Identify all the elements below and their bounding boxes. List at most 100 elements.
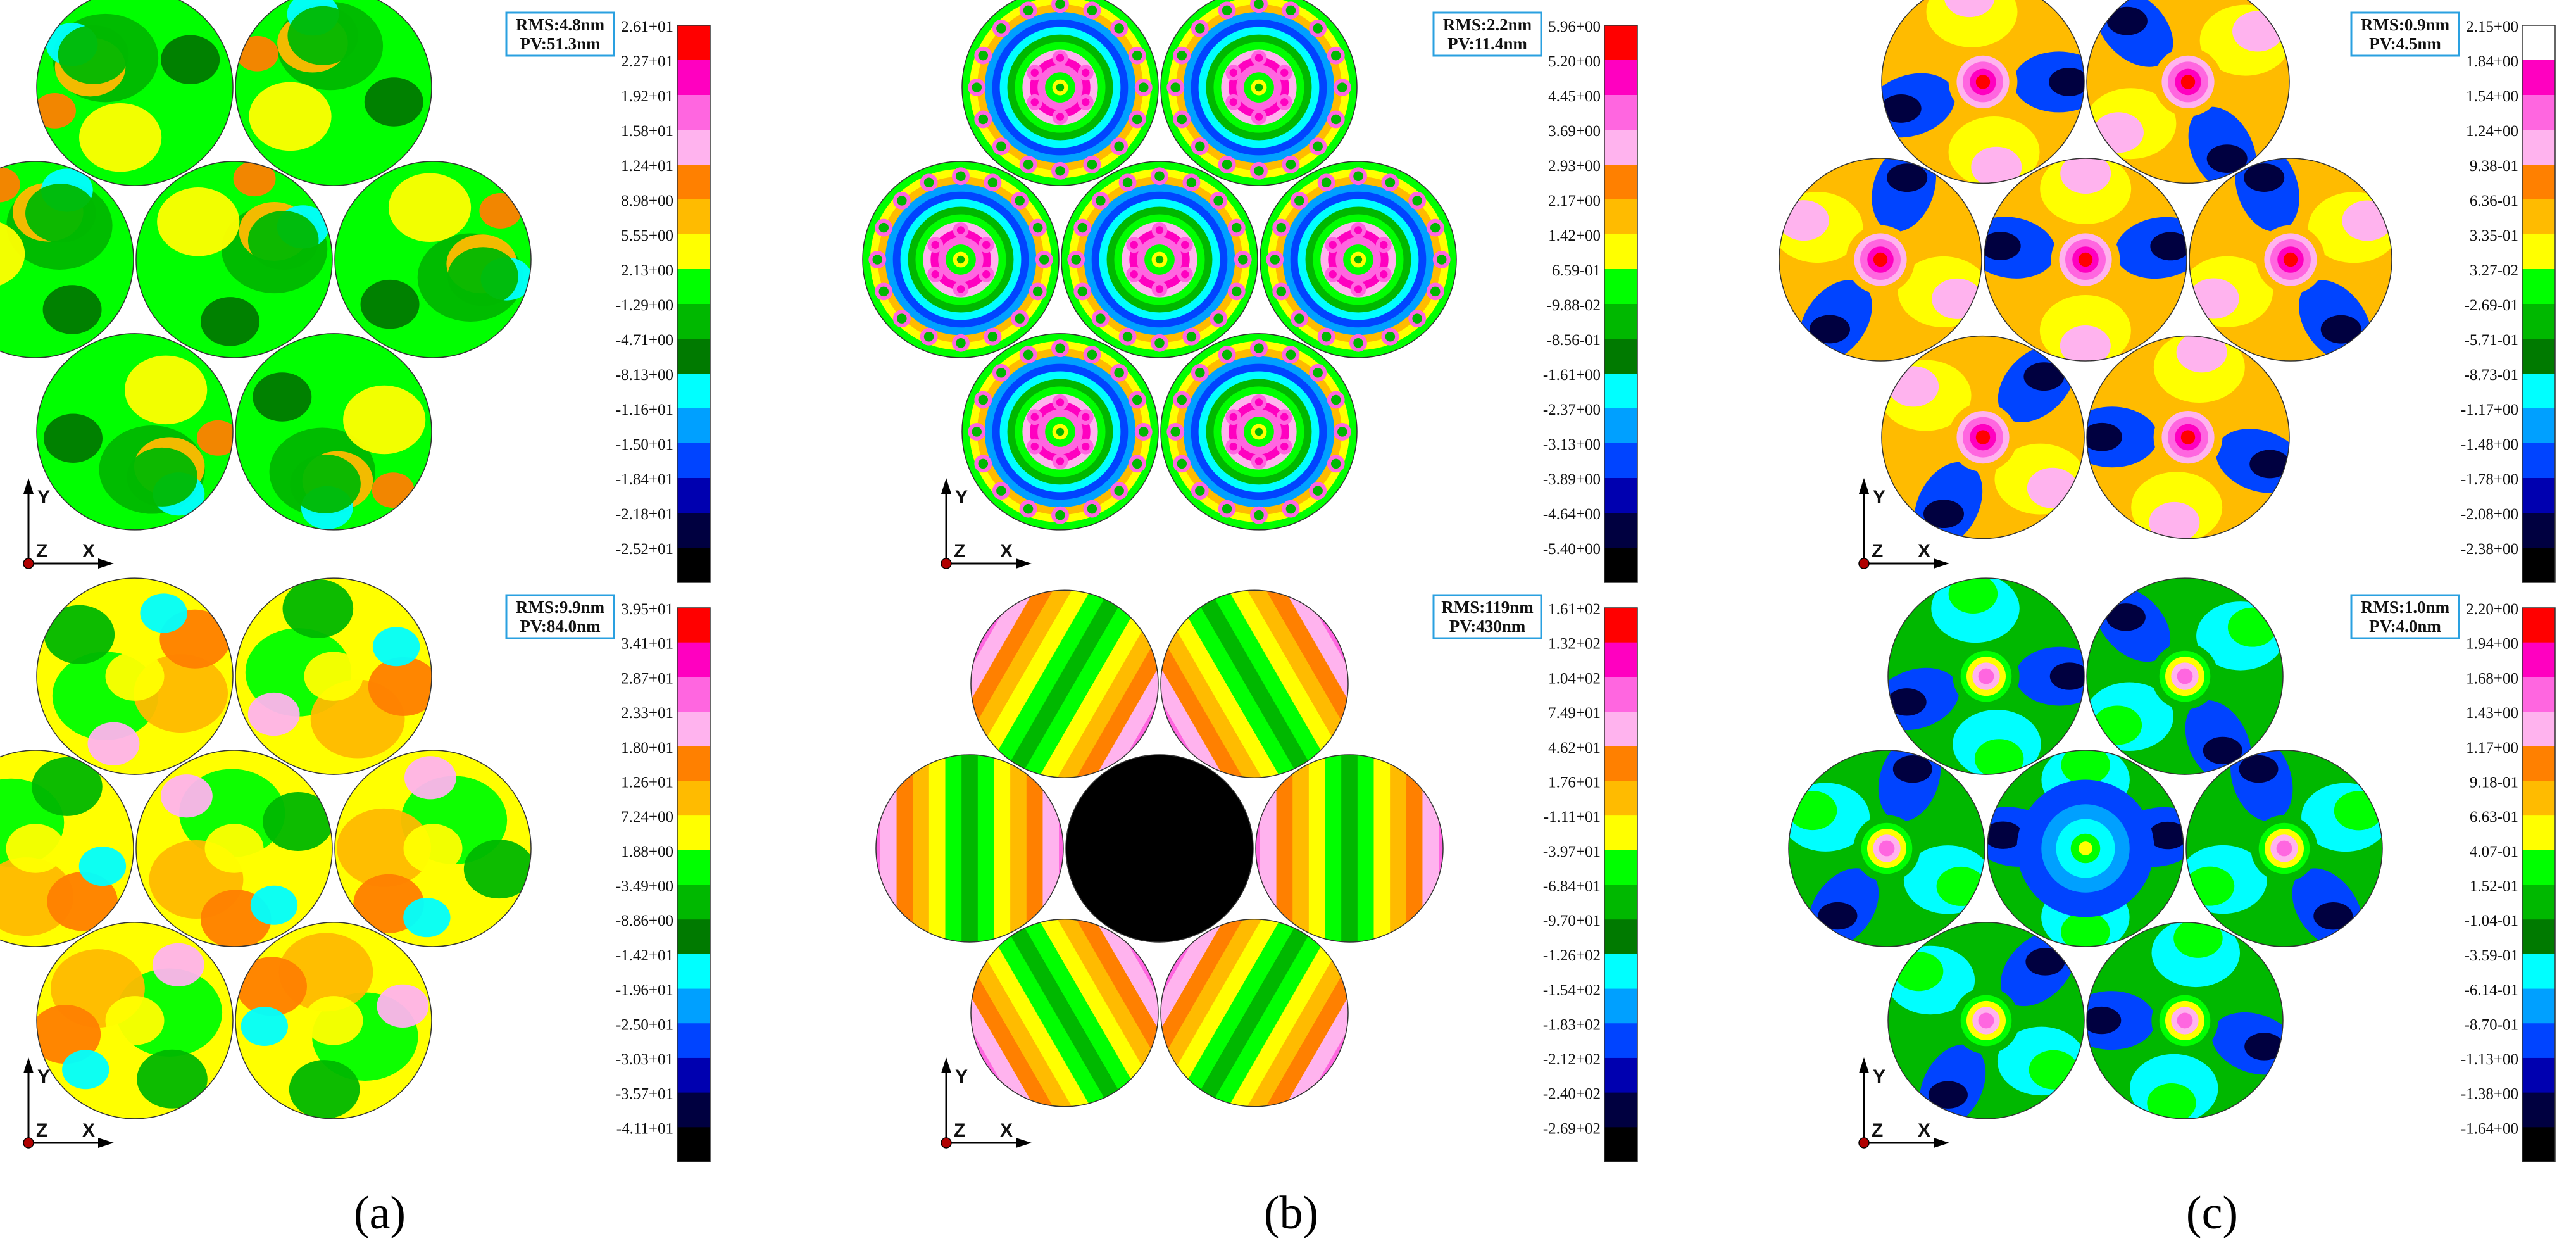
colorbar-tick-label: -2.38+00 — [2461, 541, 2518, 558]
axis-label-x: X — [1918, 1120, 1930, 1141]
segment-mirror — [1061, 161, 1258, 358]
panel-b-top: 5.96+00 5.20+00 4.45+00 3.69+00 2.93+00 2.17+… — [862, 0, 1638, 583]
colorbar-swatch — [2522, 25, 2555, 61]
colorbar-swatch — [2522, 165, 2555, 200]
colorbar-swatch — [2522, 234, 2555, 270]
rms-value: RMS:1.0nm — [2361, 598, 2450, 617]
colorbar-swatch — [1604, 1127, 1637, 1162]
colorbar-tick-label: 2.17+00 — [1548, 192, 1601, 210]
colorbar-swatch — [2522, 1057, 2555, 1093]
colorbar-swatch — [2522, 781, 2555, 816]
colorbar-swatch — [1604, 954, 1637, 990]
colorbar-swatch — [1604, 1057, 1637, 1093]
colorbar-tick-label: -1.13+00 — [2461, 1051, 2518, 1068]
colorbar-swatch — [677, 1023, 710, 1059]
colorbar-tick-label: -3.49+00 — [616, 878, 673, 895]
colorbar-swatch — [2522, 513, 2555, 548]
axis-triad: Y Z X — [23, 1057, 114, 1149]
colorbar-swatch — [1604, 608, 1637, 643]
colorbar-swatch — [1604, 548, 1637, 583]
colorbar-swatch — [677, 374, 710, 409]
colorbar-swatch — [1604, 304, 1637, 339]
colorbar-tick-label: 2.27+01 — [621, 53, 673, 70]
colorbar-tick-label: -8.73-01 — [2465, 367, 2518, 384]
colorbar-tick-label: 2.93+00 — [1548, 158, 1601, 175]
colorbar-tick-label: -1.64+00 — [2461, 1120, 2518, 1137]
column-label-c: (c) — [2186, 1187, 2238, 1239]
segment-mirror — [1788, 750, 1985, 947]
axis-triad: Y Z X — [23, 478, 114, 569]
pv-value: PV:11.4nm — [1447, 34, 1527, 53]
colorbar-tick-label: -5.40+00 — [1543, 541, 1601, 558]
colorbar-swatch — [1604, 513, 1637, 548]
colorbar-swatch — [677, 130, 710, 165]
segment-mirror — [2086, 577, 2284, 775]
segment-mirror — [1987, 750, 2184, 947]
colorbar-tick-label: -9.88-02 — [1547, 297, 1601, 314]
colorbar-tick-label: -4.64+00 — [1543, 506, 1601, 523]
segment-mirror — [2086, 335, 2290, 539]
colorbar-tick-label: 6.63-01 — [2470, 809, 2518, 826]
axis-label-y: Y — [955, 1066, 968, 1087]
colorbar-swatch — [677, 781, 710, 816]
colorbar-tick-label: -2.69-01 — [2465, 297, 2518, 314]
colorbar-swatch — [1604, 885, 1637, 920]
colorbar-tick-label: 6.59-01 — [1552, 262, 1601, 279]
rms-pv-box — [2350, 11, 2460, 57]
colorbar-tick-label: 5.20+00 — [1548, 53, 1601, 70]
colorbar-swatch — [1604, 1023, 1637, 1059]
colorbar-swatch — [2522, 199, 2555, 235]
colorbar-swatch — [677, 850, 710, 885]
pv-value: PV:51.3nm — [520, 34, 601, 53]
segment-mirror — [1881, 335, 2085, 539]
segment-mirror — [36, 333, 234, 531]
colorbar-tick-label: 1.88+00 — [621, 843, 673, 860]
colorbar-tick-label: -1.38+00 — [2461, 1086, 2518, 1103]
colorbar-swatch — [1604, 269, 1637, 305]
colorbar-swatch — [677, 608, 710, 643]
colorbar-swatch — [1604, 919, 1637, 955]
colorbar-tick-label: -3.97+01 — [1543, 843, 1601, 860]
colorbar-tick-label: 1.54+00 — [2466, 88, 2518, 105]
colorbar-swatch — [2522, 60, 2555, 96]
segment-mirror — [961, 333, 1159, 531]
colorbar-tick-label: -2.08+00 — [2461, 506, 2518, 523]
colorbar-swatch — [2522, 919, 2555, 955]
rms-pv-box — [505, 11, 615, 57]
colorbar-swatch — [677, 513, 710, 548]
colorbar-tick-label: -2.52+01 — [616, 541, 673, 558]
colorbar-swatch — [1604, 1092, 1637, 1128]
axis-label-x: X — [82, 1120, 95, 1141]
axis-label-y: Y — [37, 487, 50, 508]
colorbar-tick-label: -1.61+00 — [1543, 367, 1601, 384]
rms-pv-box — [1432, 594, 1542, 639]
colorbar-swatch — [1604, 130, 1637, 165]
colorbar-swatch — [677, 1092, 710, 1128]
colorbar-tick-label: -3.89+00 — [1543, 471, 1601, 488]
axis-label-z: Z — [36, 541, 47, 562]
colorbar-swatch — [1604, 165, 1637, 200]
colorbar-tick-label: 1.68+00 — [2466, 670, 2518, 687]
colorbar-tick-label: -6.14-01 — [2465, 982, 2518, 999]
colorbar-swatch — [1604, 25, 1637, 61]
colorbar-tick-label: 1.43+00 — [2466, 705, 2518, 722]
segment-mirror — [1779, 158, 1982, 362]
colorbar-tick-label: -1.83+02 — [1543, 1016, 1601, 1033]
colorbar-swatch — [1604, 478, 1637, 513]
colorbar-swatch — [677, 712, 710, 747]
rms-pv-box — [2350, 594, 2460, 639]
colorbar-tick-label: -9.70+01 — [1543, 912, 1601, 929]
colorbar-swatch — [677, 1127, 710, 1162]
colorbar-tick-label: 4.62+01 — [1548, 740, 1601, 757]
colorbar-tick-label: 1.58+01 — [621, 123, 673, 140]
colorbar-swatch — [2522, 954, 2555, 990]
panel-b-bottom: 1.61+02 1.32+02 1.04+02 7.49+01 4.62+01 1.76+… — [875, 589, 1638, 1162]
colorbar-tick-label: 6.36-01 — [2470, 192, 2518, 210]
colorbar-swatch — [2522, 130, 2555, 165]
colorbar-swatch — [677, 234, 710, 270]
colorbar-tick-label: 2.15+00 — [2466, 18, 2518, 35]
colorbar-swatch — [677, 165, 710, 200]
colorbar-swatch — [2522, 269, 2555, 305]
colorbar-tick-label: -1.16+01 — [616, 401, 673, 419]
segment-mirror — [135, 161, 333, 358]
